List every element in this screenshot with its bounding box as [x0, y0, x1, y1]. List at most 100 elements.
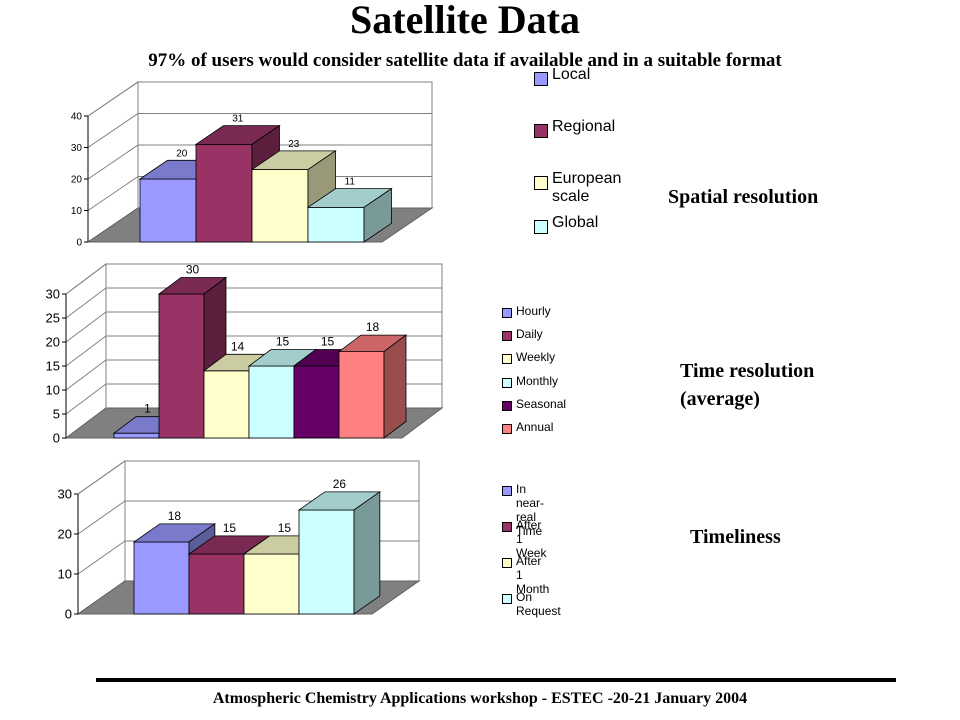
- legend-swatch: [502, 424, 512, 434]
- y-tick-label: 20: [46, 335, 60, 350]
- y-tick-label: 30: [58, 487, 72, 502]
- legend-label: After 1 Month: [516, 554, 550, 596]
- legend-item-in-near-real-time: In near-real Time: [502, 482, 544, 538]
- legend-label: Daily: [516, 327, 543, 341]
- footer-text: Atmospheric Chemistry Applications works…: [212, 690, 748, 707]
- gridline: [65, 311, 442, 343]
- legend-item-monthly: Monthly: [502, 374, 558, 388]
- legend-item-local: Local: [534, 66, 590, 86]
- bar-front: [195, 143, 253, 243]
- gridline: [77, 460, 419, 495]
- bar-front: [243, 553, 300, 615]
- bar-front: [113, 432, 160, 439]
- spatial-resolution-label: Spatial resolution: [668, 186, 819, 208]
- legend-swatch: [502, 378, 512, 388]
- y-tick-label: 25: [46, 311, 60, 326]
- gridline: [65, 287, 442, 319]
- timeliness-label: Timeliness: [690, 526, 781, 548]
- legend-label: Global: [552, 214, 599, 231]
- bar-front: [188, 553, 245, 615]
- bar-side: [363, 187, 392, 243]
- y-tick-label: 5: [53, 407, 60, 422]
- bar-front: [203, 370, 250, 439]
- legend-label: Seasonal: [516, 397, 567, 411]
- bar-front: [248, 365, 295, 439]
- legend-swatch: [502, 401, 512, 411]
- legend-swatch: [502, 354, 512, 364]
- bar-value-label: 11: [345, 177, 356, 188]
- bar-value-label: 15: [223, 521, 237, 535]
- bar-value-label: 15: [321, 335, 335, 349]
- bar-front: [307, 206, 365, 243]
- legend-item-regional: Regional: [534, 118, 615, 138]
- bar-value-label: 15: [276, 335, 290, 349]
- y-tick-label: 20: [58, 527, 72, 542]
- legend-item-hourly: Hourly: [502, 304, 551, 318]
- bar-annual: [337, 334, 408, 439]
- legend-label: Local: [552, 66, 591, 83]
- bar-front: [293, 365, 340, 439]
- y-tick-label: 10: [46, 383, 60, 398]
- legend-label: European scale: [552, 170, 622, 205]
- page-subtitle: 97% of users would consider satellite da…: [148, 50, 782, 71]
- footer-rule: [96, 678, 896, 682]
- page-title: Satellite Data: [350, 0, 580, 42]
- bar-value-label: 20: [176, 148, 188, 159]
- bar-value-label: 15: [278, 521, 292, 535]
- time-resolution-label: Time resolution (average): [680, 360, 815, 410]
- bar-value-label: 30: [186, 263, 200, 277]
- bar-front: [139, 178, 197, 243]
- bar-side: [353, 491, 381, 615]
- y-tick-label: 30: [71, 143, 83, 154]
- legend-swatch: [534, 176, 548, 190]
- legend-swatch: [534, 124, 548, 138]
- bar-global: [306, 187, 393, 243]
- legend-item-european-scale: European scale: [534, 170, 632, 206]
- bar-front: [158, 293, 205, 439]
- bar-value-label: 26: [333, 477, 347, 491]
- legend-item-weekly: Weekly: [502, 350, 555, 364]
- bar-value-label: 14: [231, 339, 245, 353]
- legend-swatch: [534, 72, 548, 86]
- legend-label: Regional: [552, 118, 616, 135]
- chart-1: 0 10 20 30 40 20 31 23 11: [71, 81, 434, 249]
- legend-label: In near-real Time: [516, 482, 545, 538]
- bar-front: [338, 351, 385, 439]
- bar-front: [298, 509, 355, 615]
- chart-3: 0 10 20 30 18 15 15 26: [58, 460, 421, 622]
- legend-swatch: [502, 308, 512, 318]
- legend-item-annual: Annual: [502, 420, 553, 434]
- bar-value-label: 23: [288, 139, 300, 150]
- y-tick-label: 10: [71, 206, 83, 217]
- gridline: [65, 263, 442, 295]
- y-tick-label: 40: [71, 112, 83, 123]
- y-tick-label: 20: [71, 175, 83, 186]
- bar-value-label: 1: [144, 402, 151, 416]
- gridline: [65, 335, 442, 367]
- bar-value-label: 18: [366, 320, 380, 334]
- gridline: [87, 81, 432, 117]
- legend-label: After 1 Week: [516, 518, 547, 560]
- legend-swatch: [502, 594, 512, 604]
- y-tick-label: 30: [46, 287, 60, 302]
- y-tick-label: 10: [58, 567, 72, 582]
- gridline: [87, 144, 432, 180]
- legend-label: Monthly: [516, 374, 559, 388]
- legend-swatch: [502, 558, 512, 568]
- legend-label: Annual: [516, 420, 554, 434]
- legend-item-on-request: On Request: [502, 590, 561, 618]
- bar-on-request: [297, 491, 382, 615]
- legend-swatch: [502, 486, 512, 496]
- legend-label: Weekly: [516, 350, 556, 364]
- legend-swatch: [534, 220, 548, 234]
- legend-swatch: [502, 331, 512, 341]
- legend-item-daily: Daily: [502, 327, 543, 341]
- bar-value-label: 18: [168, 509, 182, 523]
- legend-item-after-1-month: After 1 Month: [502, 554, 549, 596]
- bar-front: [133, 541, 190, 615]
- legend-swatch: [502, 522, 512, 532]
- legend-item-seasonal: Seasonal: [502, 397, 566, 411]
- legend-item-after-1-week: After 1 Week: [502, 518, 546, 560]
- legend-label: On Request: [516, 590, 561, 618]
